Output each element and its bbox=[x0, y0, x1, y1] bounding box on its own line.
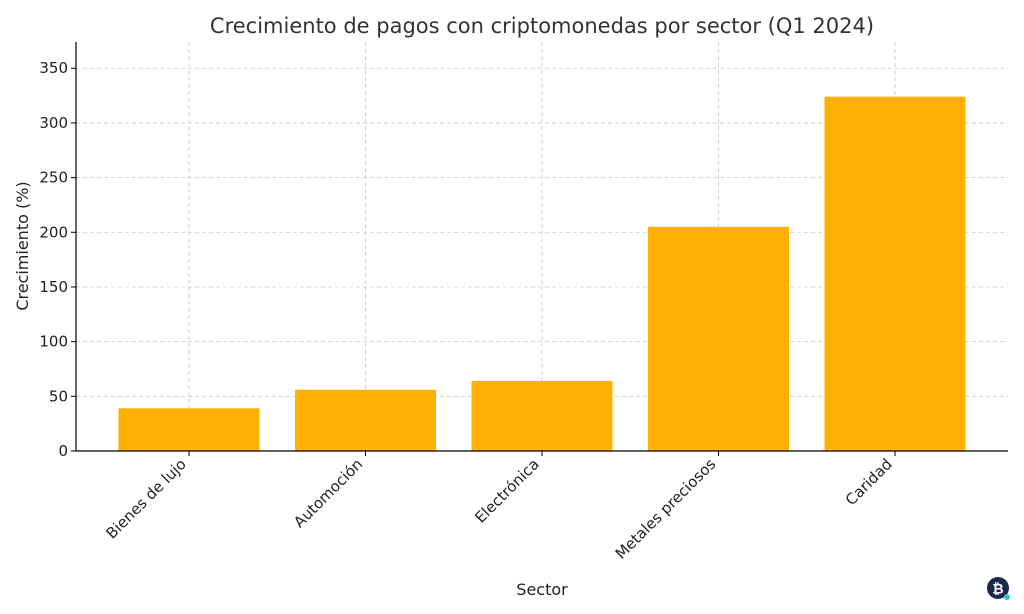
y-tick-label: 50 bbox=[49, 387, 68, 405]
chart-title: Crecimiento de pagos con criptomonedas p… bbox=[210, 14, 874, 38]
y-tick-label: 100 bbox=[39, 333, 68, 351]
x-tick-label: Electrónica bbox=[471, 455, 543, 527]
y-tick-label: 350 bbox=[39, 59, 68, 77]
bitcoin-symbol: ₿ bbox=[992, 582, 1003, 598]
logo-dot-icon bbox=[1004, 594, 1010, 600]
y-tick-label: 150 bbox=[39, 278, 68, 296]
bitcoin-icon bbox=[987, 577, 1009, 599]
bars bbox=[118, 96, 966, 452]
x-tick-label: Metales preciosos bbox=[612, 455, 720, 563]
bar bbox=[295, 389, 436, 451]
bar bbox=[118, 408, 260, 451]
x-tick-label: Automoción bbox=[290, 455, 366, 531]
y-tick-label: 200 bbox=[39, 223, 68, 241]
bar bbox=[648, 226, 789, 451]
bar bbox=[471, 381, 613, 451]
y-tick-label: 0 bbox=[58, 442, 68, 460]
x-tick-label: Caridad bbox=[842, 455, 896, 509]
y-tick-label: 250 bbox=[39, 169, 68, 187]
bar bbox=[824, 96, 966, 452]
bitcoin-logo: ₿ bbox=[987, 577, 1010, 600]
x-axis-label: Sector bbox=[516, 580, 568, 599]
x-tick-label: Bienes de lujo bbox=[102, 455, 189, 542]
x-ticks: Bienes de lujo Automoción Electrónica Metal… bbox=[102, 451, 896, 563]
y-axis-label: Crecimiento (%) bbox=[13, 181, 32, 310]
y-ticks: 0 50 100 150 200 250 300 350 bbox=[39, 59, 76, 460]
y-tick-label: 300 bbox=[39, 114, 68, 132]
